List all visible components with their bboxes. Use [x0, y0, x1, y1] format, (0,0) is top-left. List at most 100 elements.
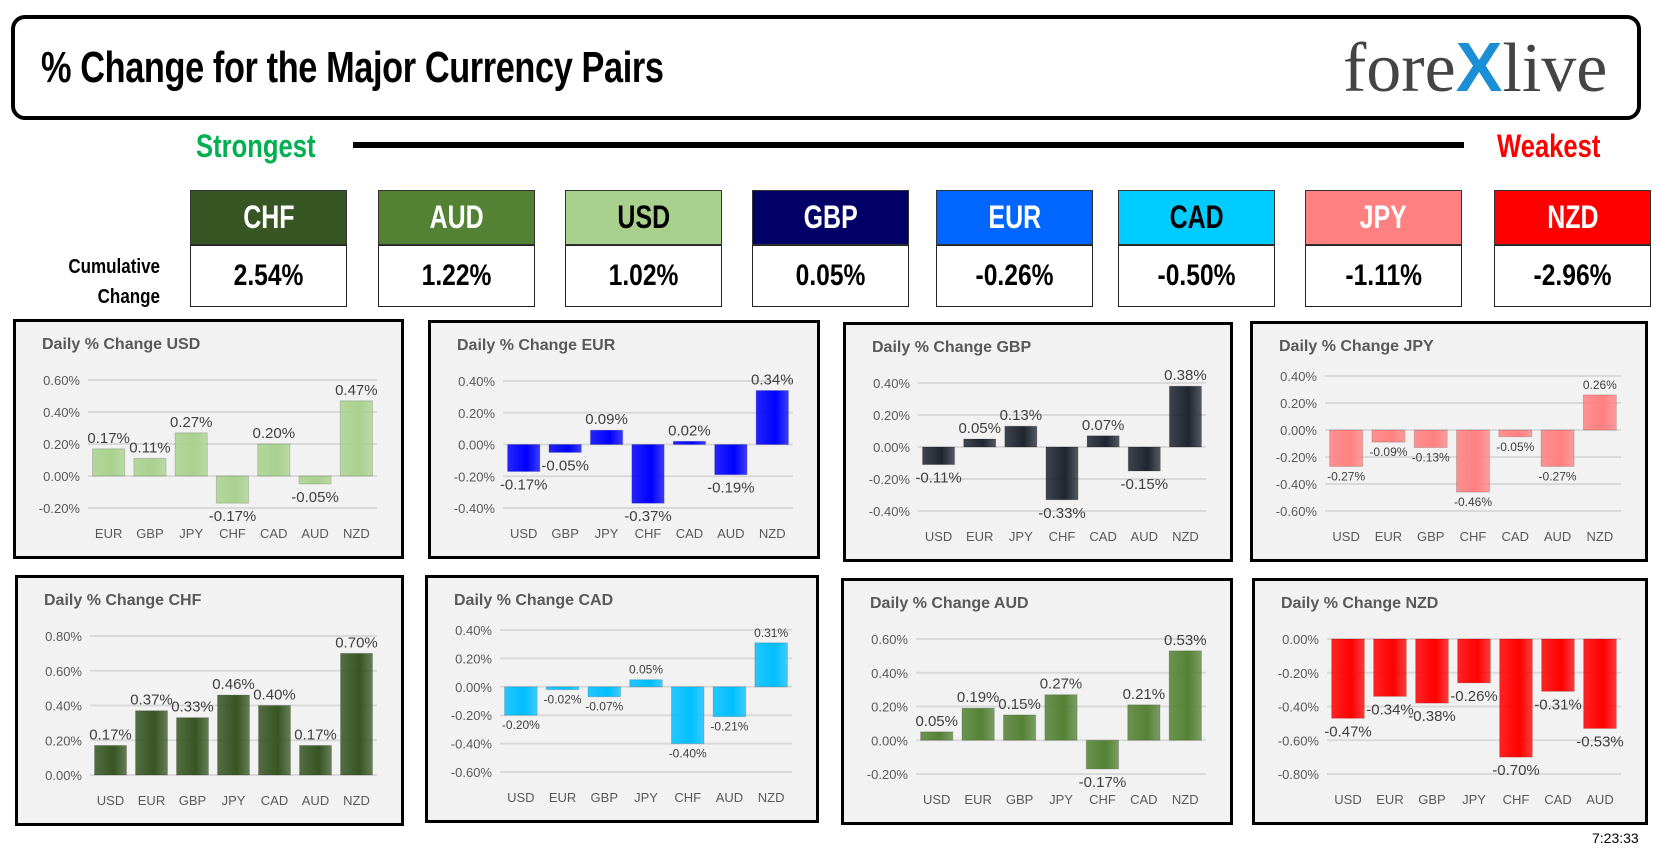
bar-eur: [1371, 429, 1406, 443]
chart-title: Daily % Change EUR: [457, 337, 616, 354]
data-label: 0.13%: [1000, 407, 1043, 424]
x-tick-label: NZD: [1172, 792, 1199, 807]
y-tick-label: 0.40%: [45, 699, 82, 714]
strongest-label: Strongest: [196, 128, 316, 164]
y-tick-label: 0.40%: [873, 376, 910, 391]
x-tick-label: USD: [97, 793, 124, 808]
y-tick-label: 0.00%: [458, 438, 495, 453]
data-label: 0.09%: [585, 411, 628, 428]
cumulative-change-label: Cumulative Change: [58, 252, 160, 312]
y-tick-label: 0.40%: [455, 623, 492, 638]
y-tick-label: -0.60%: [451, 765, 493, 780]
x-tick-label: EUR: [95, 526, 122, 541]
ranking-currency-eur: EUR: [936, 190, 1093, 245]
data-label: -0.46%: [1454, 495, 1492, 509]
cumulative-value: -0.26%: [975, 259, 1054, 292]
data-label: -0.40%: [669, 747, 707, 761]
bar-jpy: [1044, 694, 1078, 741]
cumulative-value: -2.96%: [1533, 259, 1612, 292]
bar-jpy: [629, 679, 663, 688]
ranking-currency-chf: CHF: [190, 190, 347, 245]
y-tick-label: 0.60%: [43, 373, 80, 388]
bar-jpy: [174, 432, 208, 477]
bar-cad: [257, 443, 291, 477]
x-tick-label: USD: [510, 526, 537, 541]
x-tick-label: GBP: [1418, 792, 1445, 807]
x-tick-label: JPY: [179, 526, 203, 541]
x-tick-label: AUD: [716, 790, 743, 805]
bar-chf: [1085, 739, 1120, 770]
x-tick-label: CHF: [1089, 792, 1116, 807]
ranking-currency-cad: CAD: [1118, 190, 1275, 245]
data-label: 0.47%: [335, 382, 378, 399]
data-label: -0.02%: [544, 693, 582, 707]
y-tick-label: -0.20%: [451, 708, 493, 723]
currency-code: USD: [617, 199, 670, 235]
data-label: -0.27%: [1327, 469, 1365, 483]
y-tick-label: 0.20%: [871, 700, 908, 715]
bar-cad: [1127, 704, 1161, 741]
bar-aud: [714, 444, 748, 476]
currency-code: AUD: [429, 199, 484, 235]
page-title: % Change for the Major Currency Pairs: [41, 43, 664, 92]
y-tick-label: -0.20%: [39, 501, 81, 516]
chart-title: Daily % Change GBP: [872, 339, 1032, 356]
data-label: -0.20%: [502, 718, 540, 732]
bar-chf: [215, 475, 250, 504]
bar-chf: [631, 444, 665, 504]
bar-nzd: [1168, 650, 1202, 741]
ranking-currency-aud: AUD: [378, 190, 535, 245]
y-tick-label: 0.00%: [873, 440, 910, 455]
y-tick-label: -0.80%: [1278, 767, 1320, 782]
bar-eur: [963, 438, 997, 448]
data-label: 0.17%: [294, 726, 337, 743]
y-tick-label: 0.20%: [455, 651, 492, 666]
timestamp: 7:23:33: [1592, 830, 1639, 846]
bar-aud: [1127, 446, 1161, 472]
x-tick-label: AUD: [717, 526, 744, 541]
x-tick-label: AUD: [1544, 529, 1571, 544]
y-tick-label: 0.60%: [871, 632, 908, 647]
chart-panel-aud: Daily % Change AUD -0.20% 0.00% 0.20% 0.40% 0…: [841, 578, 1233, 825]
x-tick-label: EUR: [1376, 792, 1403, 807]
data-label: -0.26%: [1450, 688, 1498, 705]
x-tick-label: CAD: [1130, 792, 1157, 807]
ranking-value-gbp: 0.05%: [752, 245, 909, 307]
cumulative-label-line2: Change: [97, 286, 160, 308]
x-tick-label: EUR: [966, 529, 993, 544]
ranking-value-chf: 2.54%: [190, 245, 347, 307]
y-tick-label: -0.20%: [1276, 450, 1318, 465]
data-label: 0.21%: [1123, 686, 1166, 703]
data-label: 0.05%: [958, 420, 1001, 437]
x-tick-label: EUR: [964, 792, 991, 807]
bar-gbp: [133, 457, 167, 477]
data-label: -0.33%: [1038, 505, 1086, 522]
bar-usd: [1331, 638, 1365, 719]
chart-panel-gbp: Daily % Change GBP -0.40% -0.20% 0.00% 0.20%…: [843, 322, 1233, 562]
y-tick-label: 0.40%: [43, 405, 80, 420]
data-label: 0.70%: [335, 634, 378, 651]
data-label: 0.27%: [170, 414, 213, 431]
x-tick-label: USD: [507, 790, 534, 805]
currency-code: CHF: [242, 199, 295, 235]
x-tick-label: USD: [923, 792, 950, 807]
x-tick-label: USD: [1332, 529, 1359, 544]
x-tick-label: JPY: [634, 790, 658, 805]
y-tick-label: -0.20%: [869, 472, 911, 487]
ranking-currency-jpy: JPY: [1305, 190, 1462, 245]
y-tick-label: -0.20%: [867, 767, 909, 782]
bar-gbp: [176, 717, 209, 776]
chart-title: Daily % Change CAD: [454, 592, 614, 609]
bar-gbp: [1002, 714, 1037, 741]
chart-title: Daily % Change JPY: [1279, 338, 1434, 355]
y-tick-label: 0.20%: [873, 408, 910, 423]
x-tick-label: AUD: [1131, 529, 1158, 544]
x-tick-label: CAD: [261, 793, 288, 808]
x-tick-label: CHF: [1460, 529, 1487, 544]
y-tick-label: -0.40%: [869, 504, 911, 519]
x-tick-label: CHF: [674, 790, 701, 805]
data-label: 0.27%: [1040, 676, 1083, 693]
data-label: -0.15%: [1121, 476, 1169, 493]
bar-nzd: [339, 400, 373, 477]
y-tick-label: -0.40%: [451, 737, 493, 752]
